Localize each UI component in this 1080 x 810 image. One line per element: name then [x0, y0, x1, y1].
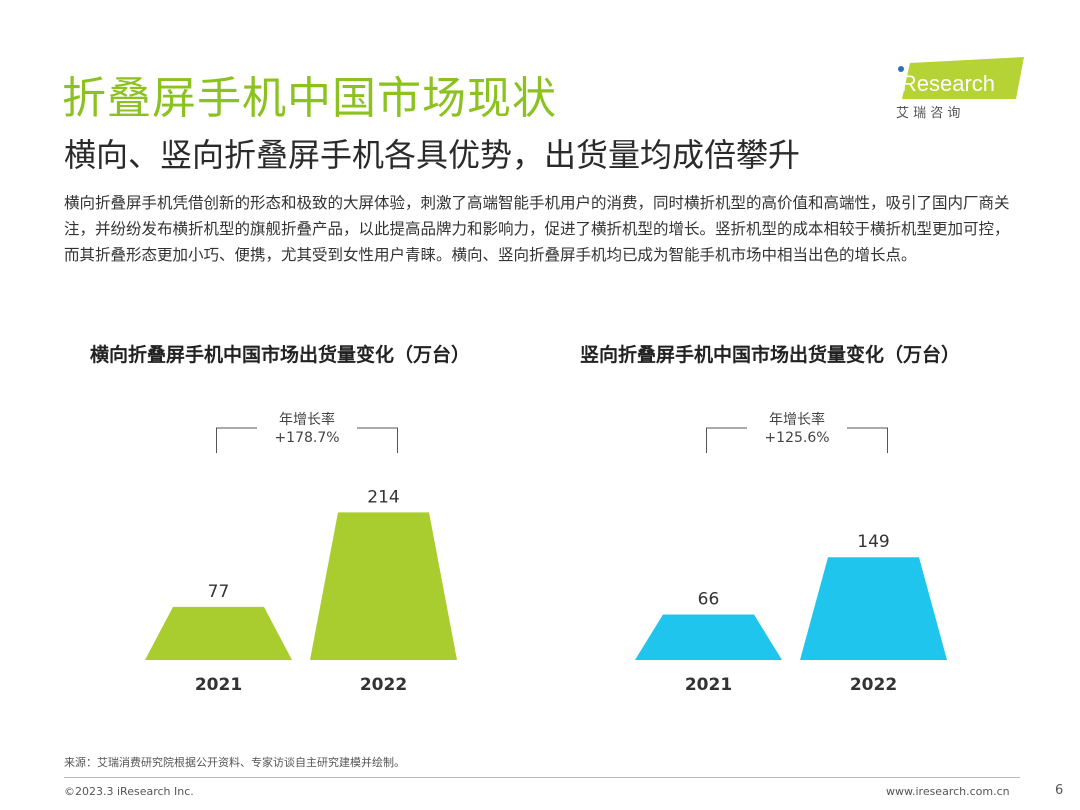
bar-2021 — [635, 614, 782, 660]
x-tick-label: 2022 — [360, 675, 407, 695]
data-label: 77 — [208, 582, 230, 602]
data-label: 66 — [698, 589, 720, 609]
chart-title-vertical: 竖向折叠屏手机中国市场出货量变化（万台） — [580, 344, 961, 366]
body-text: 横向折叠屏手机凭借创新的形态和极致的大屏体验，刺激了高端智能手机用户的消费，同时… — [64, 194, 1010, 264]
page-number: 6 — [1055, 783, 1064, 798]
x-tick-label: 2021 — [195, 675, 242, 695]
bar-2021 — [145, 606, 292, 660]
copyright: ©2023.3 iResearch Inc. — [64, 785, 194, 798]
iresearch-logo: iResearch 艾 瑞 咨 询 — [892, 55, 1032, 125]
page-title: 折叠屏手机中国市场现状 — [62, 73, 557, 124]
x-tick-label: 2021 — [685, 675, 732, 695]
growth-bracket — [706, 427, 888, 453]
footer-divider — [64, 777, 1020, 778]
data-label: 214 — [367, 487, 399, 507]
growth-value: +178.7% — [274, 430, 339, 446]
bar-2022 — [310, 512, 457, 660]
growth-label: 年增长率 — [279, 411, 335, 428]
growth-label: 年增长率 — [769, 411, 825, 428]
website-link[interactable]: www.iresearch.com.cn — [886, 785, 1010, 798]
data-label: 149 — [857, 532, 889, 552]
page-subtitle: 横向、竖向折叠屏手机各具优势，出货量均成倍攀升 — [64, 136, 801, 174]
logo-subtext: 艾 瑞 咨 询 — [896, 106, 960, 121]
svg-text:iResearch: iResearch — [896, 71, 995, 96]
growth-bracket — [216, 427, 398, 453]
source-note: 来源：艾瑞消费研究院根据公开资料、专家访谈自主研究建模并绘制。 — [64, 756, 405, 769]
x-tick-label: 2022 — [850, 675, 897, 695]
growth-value: +125.6% — [764, 430, 829, 446]
charts-area: 77 2021 214 2022 年增长率 +178.7% 66 2021 149 2022 年增长… — [145, 411, 947, 695]
chart-title-horizontal: 横向折叠屏手机中国市场出货量变化（万台） — [90, 344, 471, 366]
bar-2022 — [800, 557, 947, 660]
